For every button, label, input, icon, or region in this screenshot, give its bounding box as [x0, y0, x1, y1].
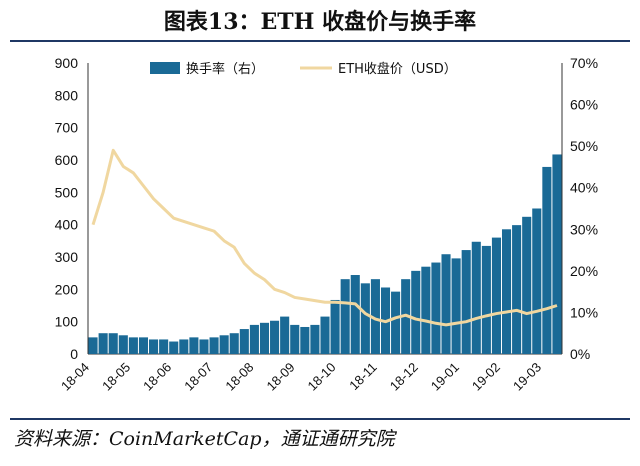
turnover-bar: [350, 275, 360, 354]
turnover-bar: [138, 337, 149, 354]
turnover-bar: [441, 254, 451, 354]
turnover-bar: [118, 335, 128, 354]
x-tick-label: 18-07: [181, 360, 215, 394]
turnover-bars: [88, 154, 562, 354]
turnover-bar: [330, 299, 340, 354]
turnover-bar: [491, 237, 501, 354]
x-tick-label: 18-10: [305, 360, 339, 394]
turnover-bar: [512, 225, 522, 354]
x-tick-label: 19-02: [469, 360, 503, 394]
turnover-bar: [481, 245, 491, 354]
x-tick-label: 19-03: [510, 360, 544, 394]
turnover-bar: [310, 324, 320, 354]
turnover-bar: [431, 262, 441, 354]
x-tick-label: 18-06: [140, 360, 174, 394]
y-right-tick-label: 20%: [570, 263, 598, 279]
legend-turnover-swatch: [150, 62, 180, 74]
turnover-bar: [88, 337, 98, 354]
x-tick-label: 18-09: [263, 360, 297, 394]
legend-turnover-label: 换手率（右）: [186, 61, 264, 77]
turnover-bar: [149, 339, 159, 354]
x-tick-label: 18-08: [222, 360, 256, 394]
y-left-tick-label: 600: [55, 152, 79, 168]
legend-price-label: ETH收盘价（USD）: [338, 61, 457, 77]
x-tick-label: 18-05: [99, 360, 133, 394]
turnover-bar: [391, 291, 401, 354]
turnover-bar: [451, 258, 461, 354]
turnover-bar: [98, 333, 108, 354]
turnover-bar: [340, 279, 350, 354]
turnover-bar: [199, 339, 209, 354]
turnover-bar: [189, 337, 199, 354]
turnover-bar: [552, 154, 562, 354]
y-right-tick-label: 10%: [570, 304, 598, 320]
x-tick-label: 18-04: [58, 360, 92, 394]
turnover-bar: [209, 337, 219, 354]
y-right-tick-label: 70%: [570, 55, 598, 71]
source-note: 资料来源：CoinMarketCap，通证通研究院: [14, 428, 395, 450]
y-right-tick-label: 50%: [570, 138, 598, 154]
turnover-bar: [471, 241, 481, 354]
turnover-bar: [169, 341, 179, 354]
title-rule: [10, 40, 630, 42]
price-line: [91, 148, 558, 327]
turnover-bar: [300, 326, 310, 354]
y-left-tick-label: 500: [55, 184, 79, 200]
turnover-bar: [461, 250, 471, 354]
turnover-bar: [280, 316, 290, 354]
turnover-bar: [370, 279, 380, 354]
turnover-bar: [411, 270, 421, 354]
y-left-tick-label: 200: [55, 281, 79, 297]
turnover-bar: [249, 324, 259, 354]
y-left-tick-label: 0: [70, 346, 78, 362]
turnover-bar: [108, 333, 118, 354]
turnover-bar: [360, 283, 370, 354]
x-tick-label: 18-11: [346, 360, 379, 393]
y-left-tick-label: 800: [55, 87, 79, 103]
turnover-bar: [259, 322, 270, 354]
source-rule: [10, 418, 630, 420]
turnover-bar: [179, 339, 189, 354]
turnover-bar: [320, 316, 330, 354]
turnover-bar: [239, 329, 249, 354]
turnover-bar: [522, 216, 532, 354]
turnover-bar: [219, 335, 229, 354]
turnover-bar: [159, 339, 169, 354]
turnover-bar: [542, 166, 552, 354]
y-left-tick-label: 900: [55, 55, 79, 71]
y-right-tick-label: 60%: [570, 97, 598, 113]
turnover-bar: [532, 208, 542, 354]
price-line-layer: [91, 148, 558, 327]
x-tick-label: 19-01: [428, 360, 462, 394]
turnover-bar: [270, 320, 280, 354]
x-tick-label: 18-12: [387, 360, 421, 394]
y-left-tick-label: 700: [55, 120, 79, 136]
y-right-tick-label: 30%: [570, 221, 598, 237]
y-right-tick-label: 40%: [570, 180, 598, 196]
y-left-tick-label: 400: [55, 217, 79, 233]
chart-title: 图表13：ETH 收盘价与换手率: [163, 9, 477, 35]
y-right-tick-label: 0%: [570, 346, 590, 362]
legend: 换手率（右） ETH收盘价（USD）: [150, 61, 457, 77]
y-left-tick-label: 300: [55, 249, 79, 265]
turnover-bar: [290, 324, 300, 354]
turnover-bar: [128, 337, 138, 354]
turnover-bar: [421, 266, 431, 354]
turnover-bar: [229, 333, 239, 354]
y-left-tick-label: 100: [55, 314, 79, 330]
turnover-bar: [501, 229, 512, 354]
